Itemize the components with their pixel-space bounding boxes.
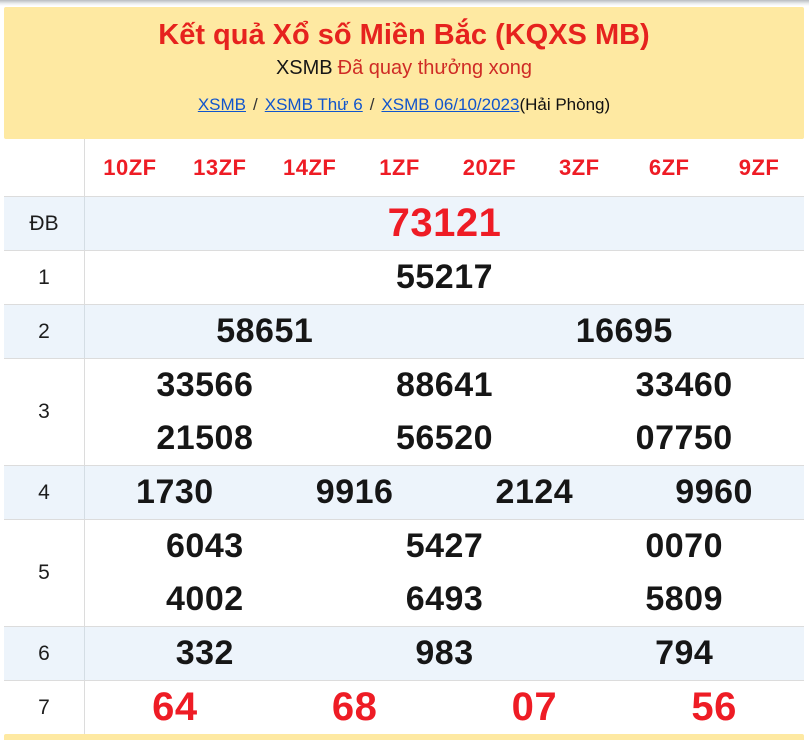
row-label: 7 xyxy=(4,681,85,734)
draw-status-line: XSMB Đã quay thưởng xong xyxy=(4,56,804,81)
column-header: 13ZF xyxy=(193,154,247,180)
prize-number: 5427 xyxy=(405,527,484,565)
row-label: 5 xyxy=(4,520,85,626)
draw-status-text: Đã quay thưởng xong xyxy=(337,57,533,79)
next-section-top-edge xyxy=(4,734,804,740)
prize-number: 9960 xyxy=(675,473,753,511)
prize-number: 68 xyxy=(331,685,378,729)
table-body: ĐB 73121 1 55217 2 58651 16695 3 33566 88641 33460… xyxy=(4,196,804,734)
prize-number: 56520 xyxy=(395,419,494,457)
prize-number: 16695 xyxy=(575,312,673,350)
prize-number: 33566 xyxy=(156,366,254,404)
row-label: 6 xyxy=(4,627,85,680)
prize-number: 983 xyxy=(415,634,474,672)
prize-number: 33460 xyxy=(635,366,733,404)
column-header: 1ZF xyxy=(379,154,420,180)
row-numbers: 64 68 07 56 xyxy=(85,681,804,734)
number-line: 332 983 794 xyxy=(85,627,804,680)
breadcrumb-link[interactable]: XSMB xyxy=(197,95,246,114)
number-line: 64 68 07 56 xyxy=(85,681,804,734)
row-label: 4 xyxy=(4,466,85,519)
table-row: 1 55217 xyxy=(4,250,804,304)
prize-number: 07750 xyxy=(635,419,733,457)
table-row: 7 64 68 07 56 xyxy=(4,680,804,734)
prize-number: 6493 xyxy=(405,580,484,618)
prize-number: 332 xyxy=(175,634,234,672)
table-header-cells: 10ZF 13ZF 14ZF 1ZF 20ZF 3ZF 6ZF 9ZF xyxy=(85,139,804,196)
table-row: 2 58651 16695 xyxy=(4,304,804,358)
prize-number: 07 xyxy=(511,685,558,729)
breadcrumb: XSMB / XSMB Thứ 6 / XSMB 06/10/2023(Hải Phòn… xyxy=(4,94,804,115)
number-line: 33566 88641 33460 xyxy=(85,359,804,412)
breadcrumb-link[interactable]: XSMB Thứ 6 xyxy=(264,95,363,114)
row-numbers: 73121 xyxy=(85,197,804,250)
number-line: 6043 5427 0070 xyxy=(85,520,804,573)
column-header: 9ZF xyxy=(738,154,780,180)
results-table: 10ZF 13ZF 14ZF 1ZF 20ZF 3ZF 6ZF 9ZF ĐB 73121 1 552… xyxy=(4,139,804,734)
breadcrumb-suffix: (Hải Phòng) xyxy=(519,95,611,114)
prize-number: 5809 xyxy=(645,580,723,618)
page-title: Kết quả Xổ số Miền Bắc (KQXS MB) xyxy=(158,19,650,51)
number-line: 21508 56520 07750 xyxy=(85,412,804,465)
results-header-card: Kết quả Xổ số Miền Bắc (KQXS MB) XSMB Đã … xyxy=(4,7,804,139)
prize-number: 21508 xyxy=(156,419,254,457)
number-line: 58651 16695 xyxy=(85,305,804,358)
table-row: ĐB 73121 xyxy=(4,196,804,250)
number-line: 55217 xyxy=(85,251,804,304)
breadcrumb-link[interactable]: XSMB 06/10/2023 xyxy=(381,95,520,114)
row-numbers: 58651 16695 xyxy=(85,305,804,358)
row-numbers: 33566 88641 33460 21508 56520 07750 xyxy=(85,359,804,465)
number-line: 4002 6493 5809 xyxy=(85,573,804,626)
prize-number: 2124 xyxy=(495,473,574,511)
prize-number: 4002 xyxy=(166,580,244,618)
prize-number: 6043 xyxy=(166,527,244,565)
prize-number: 58651 xyxy=(216,312,314,350)
column-header: 14ZF xyxy=(283,154,337,180)
breadcrumb-separator: / xyxy=(253,95,258,114)
column-header: 20ZF xyxy=(462,154,517,180)
row-label: 1 xyxy=(4,251,85,304)
table-row: 6 332 983 794 xyxy=(4,626,804,680)
draw-status-prefix: XSMB xyxy=(275,57,333,79)
breadcrumb-separator: / xyxy=(369,95,375,114)
row-label: 3 xyxy=(4,359,85,465)
column-header: 3ZF xyxy=(559,154,600,180)
row-label: 2 xyxy=(4,305,85,358)
prize-number: 0070 xyxy=(645,527,723,565)
prize-number: 55217 xyxy=(395,258,494,296)
number-line: 1730 9916 2124 9960 xyxy=(85,466,804,519)
table-row: 4 1730 9916 2124 9960 xyxy=(4,465,804,519)
prize-number: 88641 xyxy=(395,366,494,404)
table-header-row: 10ZF 13ZF 14ZF 1ZF 20ZF 3ZF 6ZF 9ZF xyxy=(4,139,804,196)
prize-number: 9916 xyxy=(315,473,394,511)
row-numbers: 332 983 794 xyxy=(85,627,804,680)
row-label: ĐB xyxy=(4,197,85,250)
prize-number: 64 xyxy=(152,685,198,729)
page-top-shadow xyxy=(0,0,809,6)
table-row: 5 6043 5427 0070 4002 6493 5809 xyxy=(4,519,804,626)
number-line: 73121 xyxy=(85,197,804,250)
table-row: 3 33566 88641 33460 21508 56520 07750 xyxy=(4,358,804,465)
row-numbers: 6043 5427 0070 4002 6493 5809 xyxy=(85,520,804,626)
column-header: 10ZF xyxy=(103,154,157,180)
row-numbers: 55217 xyxy=(85,251,804,304)
table-header-label-spacer xyxy=(4,139,85,196)
prize-number: 794 xyxy=(655,634,714,672)
prize-number: 1730 xyxy=(136,473,214,511)
prize-number: 56 xyxy=(691,685,737,729)
prize-number: 73121 xyxy=(387,201,502,245)
column-header: 6ZF xyxy=(648,154,690,180)
row-numbers: 1730 9916 2124 9960 xyxy=(85,466,804,519)
